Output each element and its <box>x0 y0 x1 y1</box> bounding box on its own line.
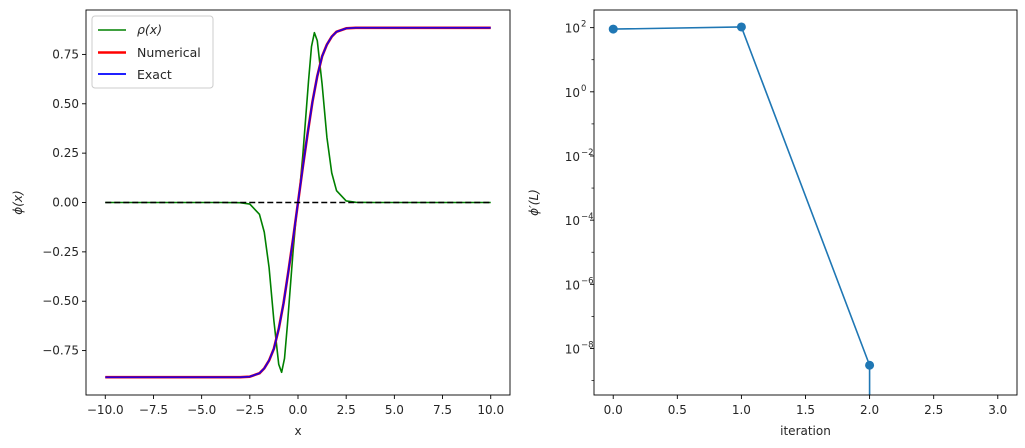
left-y-ticks: −0.75 −0.50 −0.25 0.00 0.25 0.50 0.75 <box>42 47 86 358</box>
series-line <box>613 26 871 366</box>
legend-box <box>91 15 214 89</box>
right-y-axis-label: ϕ′(L) <box>527 189 541 216</box>
legend-label-exact: Exact <box>137 67 172 82</box>
x-tick-label: 1.0 <box>732 403 751 417</box>
y-tick-label: 10 <box>565 150 580 164</box>
x-tick-label: 5.0 <box>385 403 404 417</box>
y-tick-label: 0.50 <box>52 97 79 111</box>
y-tick-exponent: −4 <box>581 212 594 222</box>
y-tick-label: 10 <box>565 342 580 356</box>
y-tick-label: 10 <box>565 214 580 228</box>
left-chart: −10.0 −7.5 −5.0 −2.5 0.0 2.5 5.0 7.5 10.0 −0.75−… <box>11 9 511 438</box>
x-tick-label: −5.0 <box>187 403 216 417</box>
left-x-ticks: −10.0 −7.5 −5.0 −2.5 0.0 2.5 5.0 7.5 10.0 <box>87 395 504 417</box>
y-tick-exponent: −8 <box>581 340 594 350</box>
x-tick-label: 0.0 <box>604 403 623 417</box>
x-tick-label: 2.5 <box>924 403 943 417</box>
y-tick-label: −0.75 <box>42 344 79 358</box>
legend-label-numerical: Numerical <box>137 45 201 60</box>
y-tick-exponent: 0 <box>581 84 586 94</box>
y-tick-label: 0.25 <box>52 146 79 160</box>
x-tick-label: 1.5 <box>796 403 815 417</box>
y-tick-label: 0.75 <box>52 47 79 61</box>
x-tick-label: 7.5 <box>433 403 452 417</box>
left-plot-area <box>105 26 491 379</box>
right-x-axis-label: iteration <box>780 424 831 438</box>
x-tick-label: −7.5 <box>139 403 168 417</box>
y-tick-exponent: 2 <box>581 20 586 30</box>
right-axes-frame <box>593 9 1018 396</box>
right-x-ticks: 0.0 0.5 1.0 1.5 2.0 2.5 3.0 <box>604 395 1007 417</box>
x-tick-label: 0.5 <box>668 403 687 417</box>
y-tick-exponent: −6 <box>581 276 594 286</box>
data-point <box>736 22 746 32</box>
x-tick-label: −10.0 <box>87 403 124 417</box>
y-tick-label: −0.50 <box>42 294 79 308</box>
data-point <box>608 24 618 34</box>
left-y-axis-label: ϕ(x) <box>11 190 25 214</box>
y-tick-label: 10 <box>565 278 580 292</box>
y-tick-label: 0.00 <box>52 196 79 210</box>
x-tick-label: −2.5 <box>235 403 264 417</box>
x-tick-label: 0.0 <box>288 403 307 417</box>
x-tick-label: 2.0 <box>860 403 879 417</box>
legend: ρ(x) Numerical Exact <box>91 15 214 89</box>
y-tick-label: −0.25 <box>42 245 79 259</box>
data-point <box>865 360 875 370</box>
left-x-axis-label: x <box>294 424 301 438</box>
legend-label-rho: ρ(x) <box>137 22 162 37</box>
x-tick-label: 10.0 <box>477 403 504 417</box>
y-tick-label: 10 <box>565 22 580 36</box>
y-tick-exponent: −2 <box>581 148 594 158</box>
y-tick-label: 10 <box>565 86 580 100</box>
x-tick-label: 3.0 <box>988 403 1007 417</box>
right-plot-area <box>608 22 875 395</box>
x-tick-label: 2.5 <box>337 403 356 417</box>
